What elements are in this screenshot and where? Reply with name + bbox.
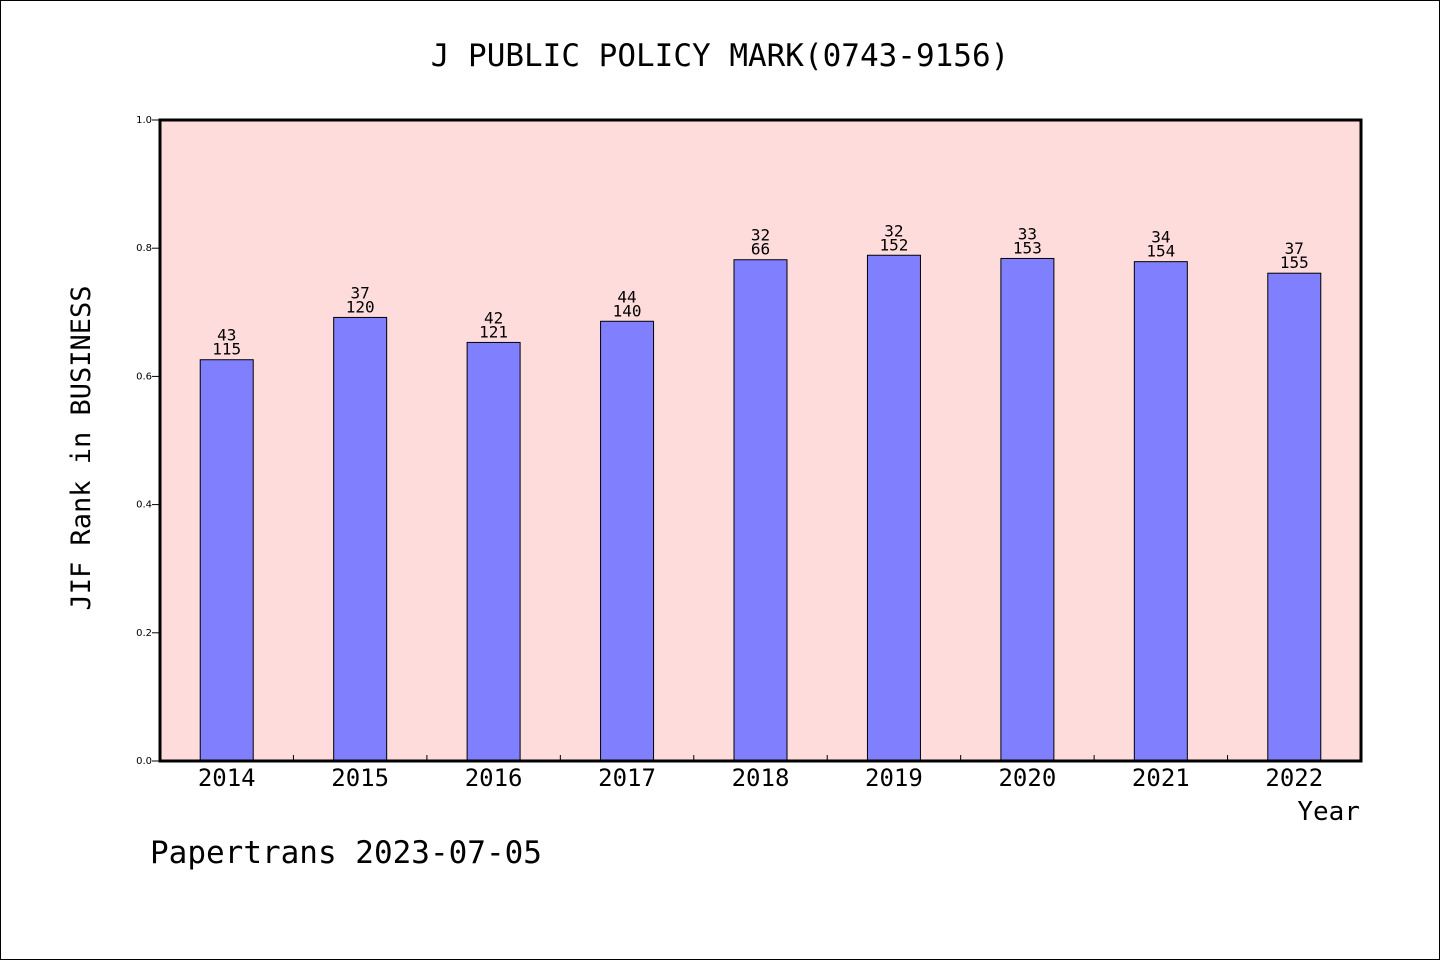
y-tick-label: 0.4: [136, 500, 152, 511]
bar-total-label: 154: [1146, 242, 1175, 261]
x-tick-label: 2017: [598, 764, 656, 792]
bar-rank-label: 34: [1151, 228, 1170, 247]
source-footer: Papertrans 2023-07-05: [150, 835, 542, 871]
x-tick-label: 2015: [331, 764, 389, 792]
bar-total-label: 140: [613, 301, 642, 320]
bar: [333, 316, 388, 762]
bar-rank-label: 32: [884, 221, 903, 240]
x-tick-label: 2014: [198, 764, 256, 792]
bar-total-label: 155: [1280, 253, 1309, 272]
y-axis-label: JIF Rank in BUSINESS: [66, 285, 97, 610]
bar-total-label: 120: [346, 297, 375, 316]
chart-title: J PUBLIC POLICY MARK(0743-9156): [431, 38, 1010, 74]
x-tick-label: 2019: [865, 764, 923, 792]
x-tick-label: 2016: [465, 764, 523, 792]
bar-rank-label: 33: [1018, 224, 1037, 243]
bar-total-label: 153: [1013, 238, 1042, 257]
x-axis: 2014 2015 2016 2017 2018 2019 2020 2021 2022: [198, 755, 1323, 792]
x-tick-label: 2020: [998, 764, 1056, 792]
y-tick-label: 0.8: [136, 243, 152, 254]
y-tick-label: 0.2: [136, 628, 152, 639]
y-tick-label: 0.6: [136, 371, 152, 382]
plot-border: [158, 118, 1363, 763]
bar: [1133, 261, 1188, 762]
bar-total-label: 66: [751, 240, 770, 259]
y-tick-label: 0.0: [136, 756, 152, 767]
y-tick-label: 1.0: [136, 115, 152, 126]
bar-rank-label: 43: [217, 326, 236, 345]
bar-rank-label: 42: [484, 308, 503, 327]
x-tick-label: 2022: [1265, 764, 1323, 792]
x-tick-label: 2021: [1132, 764, 1190, 792]
bar-rank-label: 37: [1285, 239, 1304, 258]
bar-rank-label: 32: [751, 226, 770, 245]
bar: [199, 359, 254, 762]
bar: [866, 254, 921, 762]
bar-rank-label: 44: [617, 287, 636, 306]
bar-rank-label: 37: [351, 283, 370, 302]
bar-total-label: 121: [479, 322, 508, 341]
x-axis-label: Year: [1297, 797, 1360, 827]
x-tick-label: 2018: [732, 764, 790, 792]
bar: [1267, 272, 1322, 762]
y-axis: 0.0 0.2 0.4 0.6 0.8 1.0: [136, 115, 160, 767]
bar: [600, 320, 655, 762]
bar: [1000, 257, 1055, 762]
bar: [733, 259, 788, 762]
bar: [466, 341, 521, 762]
bar-total-label: 152: [879, 235, 908, 254]
bar-total-label: 115: [212, 340, 241, 359]
